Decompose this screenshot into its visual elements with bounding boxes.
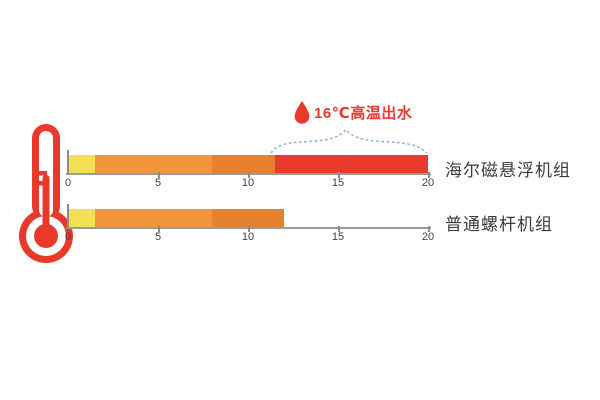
bar-segment [95, 155, 212, 173]
axis-tick-label: 5 [154, 231, 162, 243]
bar-segment [95, 209, 212, 227]
axis-tick-label: 0 [64, 177, 72, 189]
series-label: 普通螺杆机组 [445, 215, 553, 234]
axis-tick-label: 20 [421, 231, 435, 243]
axis-tick [428, 226, 430, 232]
axis-tick [248, 226, 250, 232]
axis-tick-label: 20 [421, 177, 435, 189]
axis-tick [338, 226, 340, 232]
axis-tick-label: 5 [154, 177, 162, 189]
series-label: 海尔磁悬浮机组 [445, 161, 571, 180]
water-drop-icon [294, 101, 310, 124]
axis-tick [428, 172, 430, 178]
thermometer-icon [19, 124, 73, 263]
axis-tick [67, 204, 69, 229]
bar-segment [68, 209, 95, 227]
annotation-text: 16℃高温出水 [314, 105, 413, 122]
axis-tick-label: 15 [331, 231, 345, 243]
axis-tick [67, 150, 69, 175]
axis-tick-label: 10 [241, 231, 255, 243]
thermometer-mercury [42, 175, 50, 233]
axis-tick-label: 10 [241, 177, 255, 189]
high-temp-annotation: 16℃高温出水 [294, 101, 412, 124]
axis-tick [338, 172, 340, 178]
axis-tick [158, 172, 160, 178]
bar-segment [275, 155, 428, 173]
axis-tick-label: 15 [331, 177, 345, 189]
axis-tick [158, 226, 160, 232]
bar-segment [212, 209, 284, 227]
axis-tick [248, 172, 250, 178]
bar-segment [212, 155, 275, 173]
axis-tick-label: 0 [64, 231, 72, 243]
thermometer-scale-mark [39, 181, 47, 186]
thermometer-scale-mark [39, 171, 47, 176]
bar-segment [68, 155, 95, 173]
